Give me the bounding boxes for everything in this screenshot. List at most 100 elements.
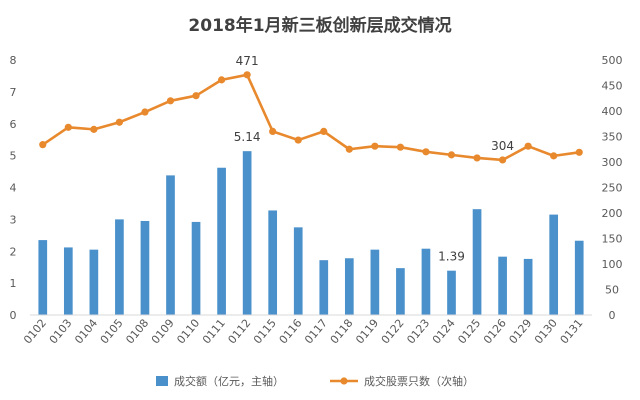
x-tick-label: 0109 — [149, 317, 177, 347]
line-point — [371, 142, 379, 150]
line-point — [498, 156, 507, 164]
bar — [63, 247, 73, 315]
y-tick-label: 8 — [10, 54, 17, 67]
line-point — [115, 118, 124, 126]
x-tick-label: 0110 — [174, 317, 202, 347]
data-label: 304 — [491, 139, 514, 153]
line-series — [39, 71, 583, 164]
bar — [191, 221, 201, 315]
y-tick-label: 7 — [10, 86, 17, 99]
bar — [319, 260, 329, 315]
x-tick-label: 0116 — [277, 317, 305, 347]
legend-bar-label: 成交额（亿元，主轴） — [174, 374, 284, 388]
x-tick-label: 0103 — [47, 317, 75, 347]
legend-line-marker — [340, 377, 348, 385]
y-tick-label: 2 — [10, 245, 17, 258]
x-axis: 0102010301040105010801090110011101120115… — [21, 314, 592, 347]
x-tick-label: 0124 — [430, 317, 458, 347]
bar — [242, 151, 252, 315]
data-label: 1.39 — [438, 250, 465, 264]
line-point — [90, 125, 98, 133]
x-tick-label: 0102 — [21, 317, 49, 347]
line-point — [524, 142, 532, 150]
bar — [268, 210, 278, 315]
y2-tick-label: 300 — [602, 156, 623, 169]
x-tick-label: 0119 — [353, 317, 381, 347]
bar — [140, 220, 150, 315]
x-tick-label: 0123 — [404, 317, 432, 347]
line-point — [575, 148, 583, 156]
x-tick-label: 0117 — [302, 317, 330, 347]
line-point — [422, 148, 430, 156]
line-point — [345, 145, 353, 153]
bar — [293, 227, 303, 315]
bar — [89, 249, 99, 315]
legend-line-label: 成交股票只数（次轴） — [364, 374, 474, 388]
bar — [498, 256, 507, 315]
x-tick-label: 0118 — [328, 317, 356, 347]
line-point — [320, 127, 328, 135]
data-labels: 5.14 1.39 471 304 — [234, 54, 514, 264]
y2-tick-label: 450 — [602, 80, 623, 93]
x-tick-label: 0129 — [506, 317, 534, 347]
x-tick-label: 0105 — [98, 317, 126, 347]
x-tick-label: 0104 — [72, 317, 100, 347]
bar — [447, 270, 456, 315]
x-tick-label: 0131 — [558, 317, 586, 347]
chart-title: 2018年1月新三板创新层成交情况 — [188, 15, 451, 36]
y-axis-primary: 0 1 2 3 4 5 6 7 8 — [10, 54, 17, 322]
line-point — [294, 136, 302, 144]
y-tick-label: 3 — [10, 213, 17, 226]
bar — [166, 175, 175, 315]
line-point — [396, 143, 405, 151]
line-point — [473, 154, 481, 162]
y2-tick-label: 400 — [602, 105, 623, 118]
x-tick-label: 0125 — [455, 317, 483, 347]
legend: 成交额（亿元，主轴） 成交股票只数（次轴） — [156, 374, 474, 388]
legend-bar-swatch — [156, 376, 168, 386]
line-point — [269, 127, 277, 135]
x-tick-label: 0126 — [481, 317, 509, 347]
bar — [421, 248, 431, 315]
x-tick-label: 0112 — [225, 317, 253, 347]
line-point — [243, 71, 251, 79]
line-point — [166, 97, 175, 105]
line-point — [447, 151, 456, 159]
y-tick-label: 6 — [10, 118, 17, 131]
x-tick-label: 0130 — [532, 317, 560, 347]
line-point — [141, 108, 149, 116]
bar — [472, 209, 482, 315]
line-point — [64, 123, 72, 131]
y2-tick-label: 150 — [602, 233, 623, 246]
line-path — [42, 73, 580, 162]
data-label: 5.14 — [234, 130, 261, 144]
x-tick-label: 0115 — [251, 317, 279, 347]
y2-tick-label: 0 — [609, 309, 616, 322]
bar — [115, 219, 124, 315]
y-axis-secondary: 0 50 100 150 200 250 300 350 400 450 500 — [602, 54, 623, 322]
line-point — [39, 141, 47, 149]
bar — [549, 214, 559, 315]
y-tick-label: 1 — [10, 277, 17, 290]
bar — [370, 249, 380, 315]
x-tick-label: 0111 — [200, 317, 228, 347]
bar-series — [38, 151, 584, 315]
bar — [396, 268, 405, 315]
bar — [344, 258, 354, 315]
y-tick-label: 5 — [10, 150, 17, 163]
y2-tick-label: 350 — [602, 131, 623, 144]
y2-tick-label: 200 — [602, 207, 623, 220]
y2-tick-label: 500 — [602, 54, 623, 67]
line-point — [217, 76, 226, 84]
bar — [574, 240, 584, 315]
x-tick-label: 0122 — [379, 317, 407, 347]
y-tick-label: 4 — [10, 182, 17, 195]
bar — [38, 240, 48, 315]
y-tick-label: 0 — [10, 309, 17, 322]
bar — [217, 167, 226, 315]
line-point — [550, 152, 558, 160]
x-tick-label: 0108 — [123, 317, 151, 347]
y2-tick-label: 50 — [605, 284, 619, 297]
y2-tick-label: 250 — [602, 182, 623, 195]
